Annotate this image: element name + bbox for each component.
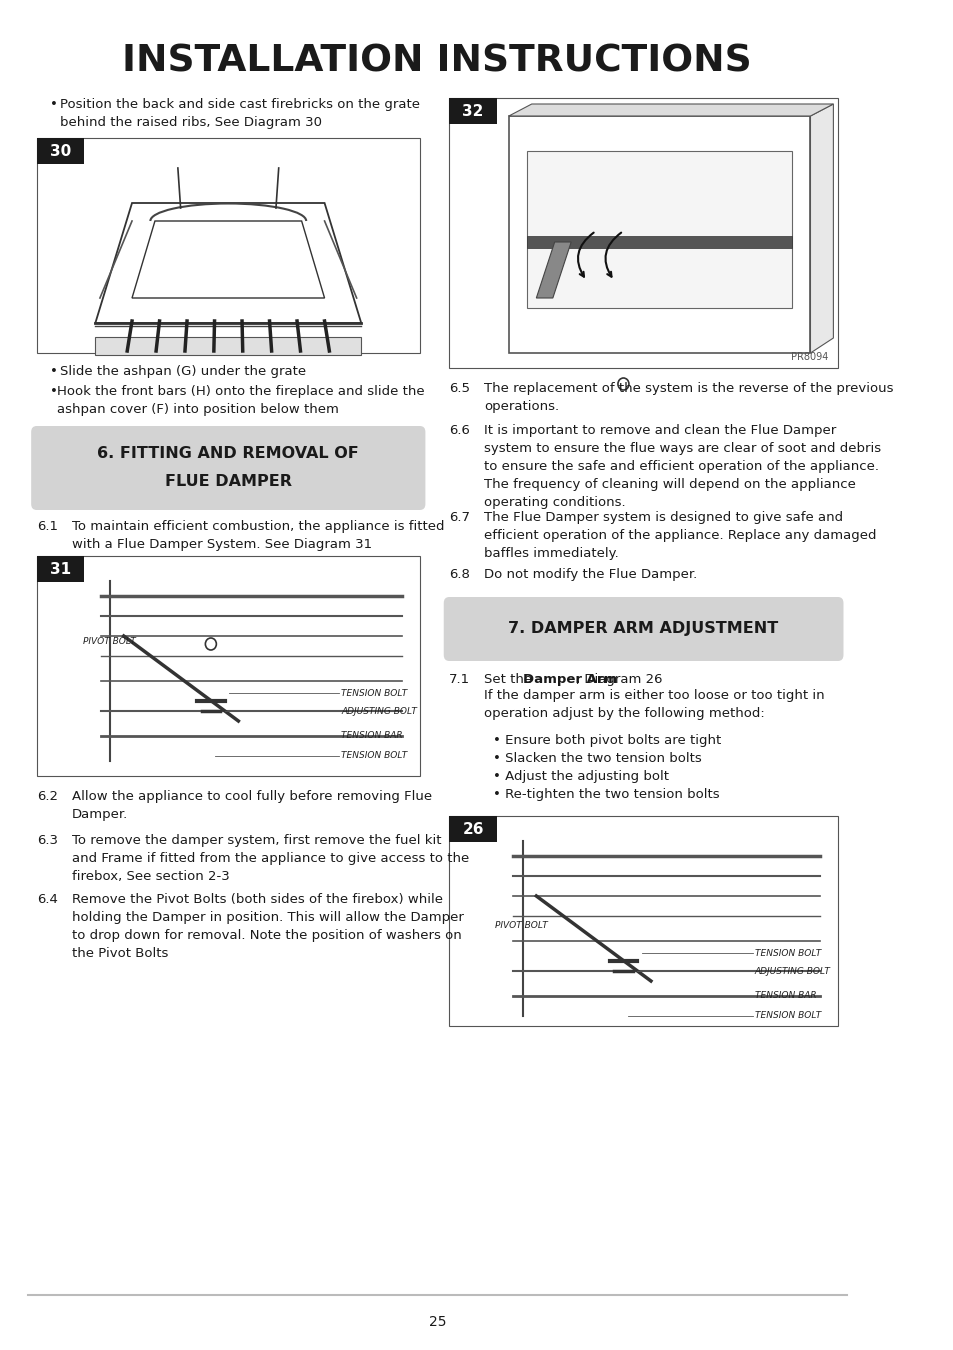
Text: ADJUSTING BOLT: ADJUSTING BOLT: [754, 967, 829, 976]
Text: 6.8: 6.8: [449, 568, 470, 580]
Text: To maintain efficient combustion, the appliance is fitted
with a Flue Damper Sys: To maintain efficient combustion, the ap…: [71, 520, 443, 551]
Text: • Adjust the adjusting bolt: • Adjust the adjusting bolt: [493, 769, 669, 783]
Bar: [527, 151, 791, 308]
Text: Slide the ashpan (G) under the grate: Slide the ashpan (G) under the grate: [59, 364, 305, 378]
Text: , Diagram 26: , Diagram 26: [576, 674, 662, 686]
Text: The replacement of the system is the reverse of the previous
operations.: The replacement of the system is the rev…: [483, 382, 893, 413]
Text: Damper Arm: Damper Arm: [522, 674, 617, 686]
Bar: [36, 556, 419, 776]
Bar: [95, 338, 361, 355]
Text: It is important to remove and clean the Flue Damper
system to ensure the flue wa: It is important to remove and clean the …: [483, 424, 881, 509]
Bar: [449, 99, 837, 369]
Text: 32: 32: [462, 104, 483, 119]
FancyArrowPatch shape: [578, 232, 593, 277]
Text: PR8094: PR8094: [791, 352, 828, 362]
Bar: [527, 236, 791, 248]
Bar: [449, 815, 837, 1026]
Text: •: •: [51, 99, 58, 111]
Text: Hook the front bars (H) onto the fireplace and slide the
ashpan cover (F) into p: Hook the front bars (H) onto the firepla…: [57, 385, 424, 416]
FancyBboxPatch shape: [31, 427, 425, 510]
Bar: [449, 815, 497, 842]
Text: Remove the Pivot Bolts (both sides of the firebox) while
holding the Damper in p: Remove the Pivot Bolts (both sides of th…: [71, 892, 463, 960]
Text: TENSION BOLT: TENSION BOLT: [341, 688, 407, 698]
Text: Position the back and side cast firebricks on the grate
behind the raised ribs, : Position the back and side cast firebric…: [59, 99, 419, 130]
Text: Set the: Set the: [483, 674, 536, 686]
Text: •: •: [51, 385, 58, 398]
Bar: [36, 138, 84, 163]
Text: 6. FITTING AND REMOVAL OF: 6. FITTING AND REMOVAL OF: [97, 447, 358, 462]
Text: TENSION BAR: TENSION BAR: [754, 991, 816, 1000]
Text: 6.5: 6.5: [449, 382, 470, 396]
Bar: [36, 556, 84, 582]
Text: FLUE DAMPER: FLUE DAMPER: [165, 474, 292, 490]
Text: • Ensure both pivot bolts are tight: • Ensure both pivot bolts are tight: [493, 734, 720, 747]
Bar: [508, 116, 810, 352]
Text: If the damper arm is either too loose or too tight in
operation adjust by the fo: If the damper arm is either too loose or…: [483, 688, 823, 720]
Text: •: •: [51, 364, 58, 378]
Text: Do not modify the Flue Damper.: Do not modify the Flue Damper.: [483, 568, 697, 580]
Text: Allow the appliance to cool fully before removing Flue
Damper.: Allow the appliance to cool fully before…: [71, 790, 431, 821]
Text: To remove the damper system, first remove the fuel kit
and Frame if fitted from : To remove the damper system, first remov…: [71, 834, 468, 883]
Polygon shape: [810, 104, 833, 352]
FancyBboxPatch shape: [443, 597, 842, 662]
Text: INSTALLATION INSTRUCTIONS: INSTALLATION INSTRUCTIONS: [122, 45, 751, 80]
Text: TENSION BOLT: TENSION BOLT: [754, 949, 820, 957]
Text: TENSION BOLT: TENSION BOLT: [341, 752, 407, 760]
Polygon shape: [508, 104, 833, 116]
Text: 30: 30: [50, 143, 71, 158]
Bar: [449, 99, 497, 124]
Text: 25: 25: [428, 1315, 446, 1328]
Text: PIVOT BOLT: PIVOT BOLT: [495, 922, 547, 930]
Text: 6.1: 6.1: [36, 520, 57, 533]
Text: 6.7: 6.7: [449, 512, 470, 524]
Text: 6.2: 6.2: [36, 790, 57, 803]
Text: 26: 26: [462, 822, 483, 837]
Text: 6.6: 6.6: [449, 424, 470, 437]
Text: • Re-tighten the two tension bolts: • Re-tighten the two tension bolts: [493, 788, 720, 801]
Text: 7. DAMPER ARM ADJUSTMENT: 7. DAMPER ARM ADJUSTMENT: [508, 621, 778, 636]
Text: 7.1: 7.1: [449, 674, 470, 686]
Text: • Slacken the two tension bolts: • Slacken the two tension bolts: [493, 752, 701, 765]
Polygon shape: [536, 242, 571, 298]
Text: The Flue Damper system is designed to give safe and
efficient operation of the a: The Flue Damper system is designed to gi…: [483, 512, 876, 560]
Text: 6.3: 6.3: [36, 834, 57, 846]
Text: ADJUSTING BOLT: ADJUSTING BOLT: [341, 706, 416, 716]
Text: PIVOT BOLT: PIVOT BOLT: [82, 636, 135, 645]
Text: 6.4: 6.4: [36, 892, 57, 906]
FancyArrowPatch shape: [605, 232, 620, 277]
Text: TENSION BAR: TENSION BAR: [341, 732, 402, 741]
Text: TENSION BOLT: TENSION BOLT: [754, 1011, 820, 1021]
Bar: [36, 138, 419, 352]
Text: 31: 31: [50, 562, 71, 576]
